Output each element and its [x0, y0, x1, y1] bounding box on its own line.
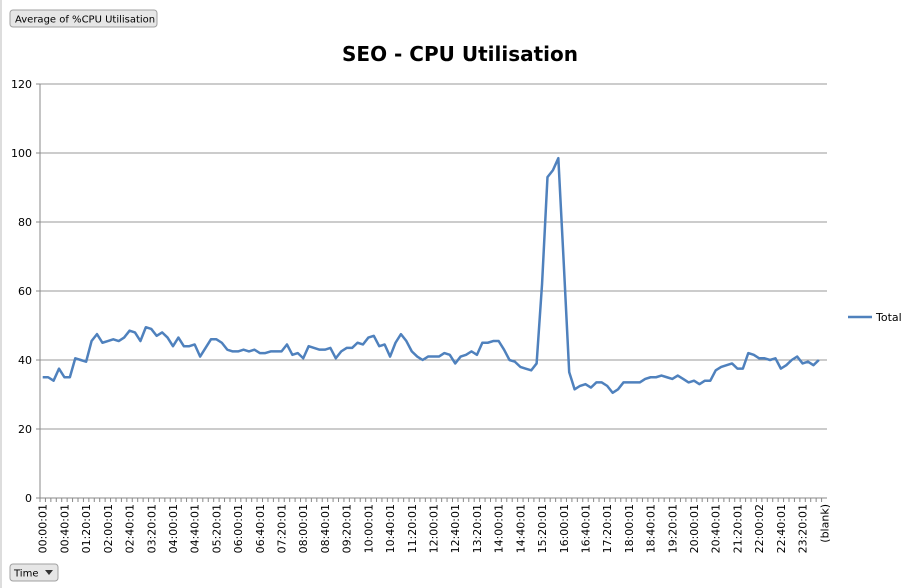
x-tick-label: 20:00:01 — [688, 504, 701, 553]
x-tick-label: 13:20:01 — [471, 504, 484, 553]
y-tick-label: 60 — [18, 285, 32, 298]
x-tick-label: 18:40:01 — [645, 504, 658, 553]
x-tick-label: 09:20:01 — [341, 504, 354, 553]
x-tick-label: 02:00:01 — [102, 504, 115, 553]
legend-label: Total — [875, 311, 902, 324]
x-tick-label: 14:00:01 — [493, 504, 506, 553]
x-tick-label: 18:00:01 — [623, 504, 636, 553]
dropdown-arrow[interactable] — [45, 570, 53, 575]
x-tick-label: 10:40:01 — [384, 504, 397, 553]
y-tick-label: 0 — [25, 492, 32, 505]
filter-button-label[interactable]: Average of %CPU Utilisation — [15, 15, 155, 26]
x-tick-label: 07:20:01 — [276, 504, 289, 553]
y-tick-label: 20 — [18, 423, 32, 436]
x-tick-label: 11:20:01 — [406, 504, 419, 553]
x-tick-label: 14:40:01 — [514, 504, 527, 553]
filter-button[interactable] — [9, 9, 158, 28]
x-tick-label: 08:40:01 — [319, 504, 332, 553]
chart-title: SEO - CPU Utilisation — [342, 42, 578, 66]
x-tick-label: 16:00:01 — [558, 504, 571, 553]
axis-button-label[interactable]: Time — [13, 569, 38, 580]
x-tick-label: 21:20:01 — [731, 504, 744, 553]
y-tick-label: 100 — [11, 147, 32, 160]
x-tick-label: 16:40:01 — [579, 504, 592, 553]
y-tick-label: 40 — [18, 354, 32, 367]
x-tick-label: 12:40:01 — [449, 504, 462, 553]
y-tick-label: 120 — [11, 78, 32, 91]
x-tick-label: 19:20:01 — [666, 504, 679, 553]
x-tick-label: 06:40:01 — [254, 504, 267, 553]
x-tick-label: 03:20:01 — [145, 504, 158, 553]
x-tick-label: 12:00:01 — [428, 504, 441, 553]
x-tick-label: 15:20:01 — [536, 504, 549, 553]
x-tick-label: 00:40:01 — [58, 504, 71, 553]
y-tick-label: 80 — [18, 216, 32, 229]
x-tick-label: 22:00:02 — [753, 504, 766, 553]
x-tick-label: 01:20:01 — [80, 504, 93, 553]
x-tick-label: 00:00:01 — [37, 504, 50, 553]
x-tick-label: 06:00:01 — [232, 504, 245, 553]
x-tick-label: 04:00:01 — [167, 504, 180, 553]
x-tick-label: (blank) — [818, 504, 831, 543]
x-tick-label: 22:40:01 — [775, 504, 788, 553]
x-tick-label: 23:20:01 — [797, 504, 810, 553]
x-tick-label: 04:40:01 — [189, 504, 202, 553]
x-tick-label: 02:40:01 — [124, 504, 137, 553]
x-tick-label: 17:20:01 — [601, 504, 614, 553]
x-tick-label: 05:20:01 — [210, 504, 223, 553]
x-tick-label: 20:40:01 — [710, 504, 723, 553]
data-line — [42, 156, 820, 395]
x-tick-label: 08:00:01 — [297, 504, 310, 553]
axis-button[interactable] — [9, 563, 59, 582]
x-tick-label: 10:00:01 — [362, 504, 375, 553]
